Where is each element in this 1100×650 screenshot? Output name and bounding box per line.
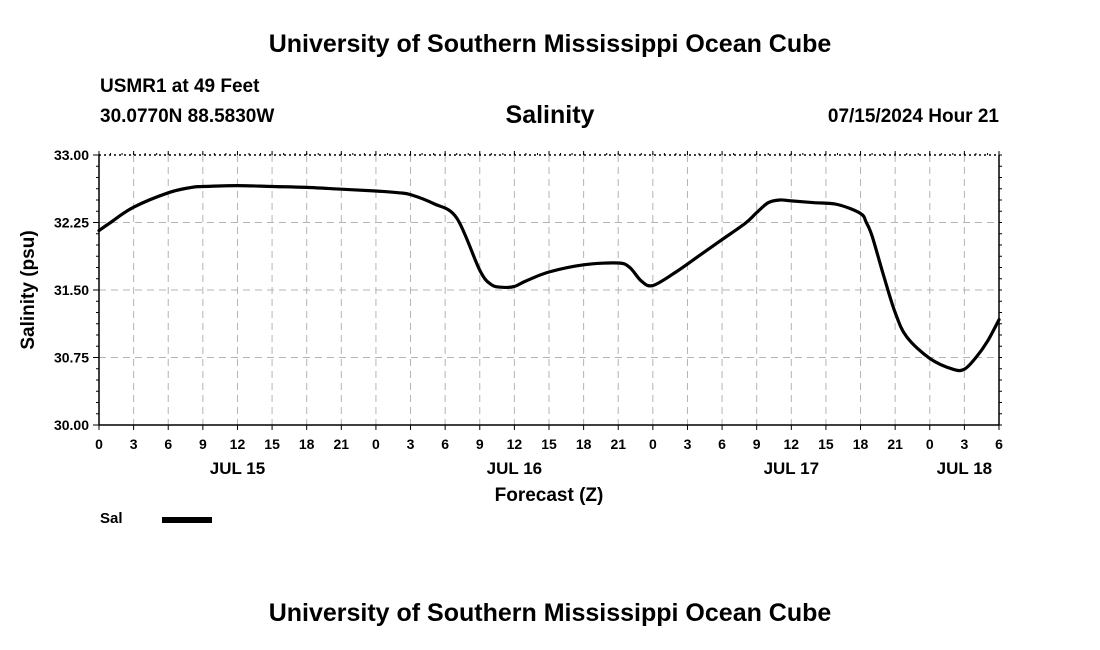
x-axis-title: Forecast (Z) xyxy=(495,485,604,506)
y-tick-label: 33.00 xyxy=(54,147,89,163)
x-tick-label: 3 xyxy=(130,436,138,452)
legend-swatch xyxy=(162,517,212,523)
station-coordinates: 30.0770N 88.5830W xyxy=(100,106,275,127)
series-line-salinity xyxy=(97,184,1001,373)
date-label: JUL 18 xyxy=(937,459,992,478)
x-tick-label: 21 xyxy=(887,436,903,452)
x-tick-label: 15 xyxy=(264,436,280,452)
x-tick-label: 3 xyxy=(684,436,692,452)
date-label: JUL 17 xyxy=(764,459,819,478)
x-tick-label: 0 xyxy=(95,436,103,452)
y-axis-title: Salinity (psu) xyxy=(18,230,39,349)
x-tick-label: 3 xyxy=(960,436,968,452)
page-title: University of Southern Mississippi Ocean… xyxy=(268,30,832,58)
legend-label: Sal xyxy=(100,510,123,527)
x-tick-label: 15 xyxy=(818,436,834,452)
y-tick-label: 30.00 xyxy=(54,417,89,433)
x-tick-label: 9 xyxy=(476,436,484,452)
x-tick-label: 0 xyxy=(372,436,380,452)
x-tick-label: 21 xyxy=(610,436,626,452)
chart-title: Salinity xyxy=(505,101,595,129)
x-tick-label: 18 xyxy=(299,436,315,452)
x-tick-label: 9 xyxy=(199,436,207,452)
date-label: JUL 16 xyxy=(487,459,542,478)
x-tick-label: 9 xyxy=(753,436,761,452)
grid-layer xyxy=(99,155,999,425)
y-tick-label: 30.75 xyxy=(54,350,89,366)
x-tick-label: 12 xyxy=(784,436,800,452)
footer-title: University of Southern Mississippi Ocean… xyxy=(268,599,832,627)
x-tick-label: 6 xyxy=(718,436,726,452)
x-tick-label: 18 xyxy=(853,436,869,452)
x-tick-label: 18 xyxy=(576,436,592,452)
series-layer xyxy=(97,184,1001,373)
station-label: USMR1 at 49 Feet xyxy=(100,76,260,97)
x-tick-label: 12 xyxy=(230,436,246,452)
y-tick-label: 32.25 xyxy=(54,215,89,231)
x-tick-label: 6 xyxy=(164,436,172,452)
axis-layer xyxy=(93,151,1002,430)
x-tick-label: 6 xyxy=(995,436,1003,452)
date-label: JUL 15 xyxy=(210,459,265,478)
x-tick-label: 12 xyxy=(507,436,523,452)
x-tick-label: 0 xyxy=(649,436,657,452)
forecast-timestamp: 07/15/2024 Hour 21 xyxy=(827,106,999,127)
x-tick-label: 6 xyxy=(441,436,449,452)
x-tick-label: 3 xyxy=(407,436,415,452)
x-tick-label: 15 xyxy=(541,436,557,452)
label-layer: 0 3 6 9 12 15 18 21 0 3 6 9 12 15 18 21 0 3 6 9 12 15 18 21 0 3 6 3… xyxy=(18,147,1003,506)
y-tick-label: 31.50 xyxy=(54,282,89,298)
x-tick-label: 0 xyxy=(926,436,934,452)
x-tick-label: 21 xyxy=(334,436,350,452)
